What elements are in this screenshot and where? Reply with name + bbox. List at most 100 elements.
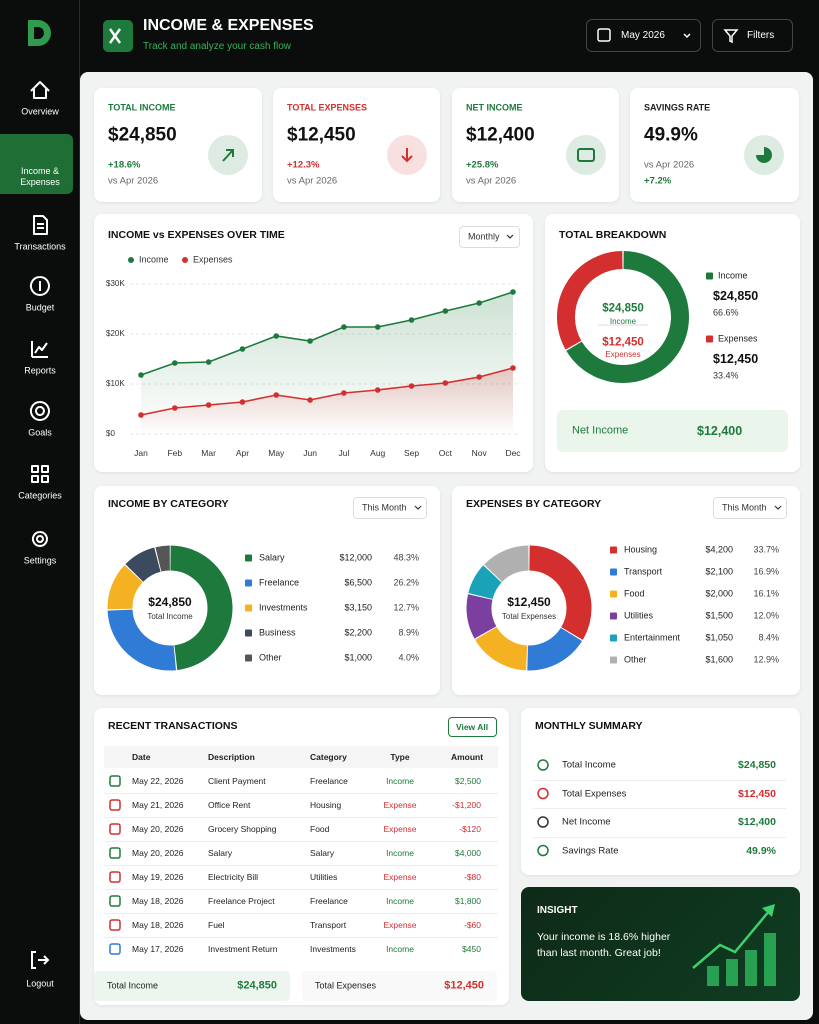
table-cell: Income: [386, 847, 414, 858]
nav-label[interactable]: Transactions: [14, 241, 66, 252]
legend-amount: $2,100: [705, 566, 733, 577]
table-cell: Expense: [383, 823, 417, 834]
legend-amount: $1,600: [705, 654, 733, 665]
nav-icon: [33, 215, 48, 235]
filters-button[interactable]: [712, 19, 793, 52]
data-point: [239, 346, 246, 352]
nav-label[interactable]: Income & Expenses: [20, 166, 60, 187]
decor-bar: [745, 950, 757, 986]
insight-title: INSIGHT: [537, 905, 578, 916]
table-cell: Freelance: [310, 775, 348, 786]
nav-icon: [31, 465, 49, 483]
nav-label[interactable]: Logout: [26, 978, 54, 989]
legend-swatch: [610, 612, 617, 620]
row-icon: [109, 919, 121, 931]
excel-icon: [103, 20, 133, 52]
row-divider: [104, 865, 498, 866]
row-divider: [104, 913, 498, 914]
summary-value: 49.9%: [746, 844, 776, 857]
donut-segment: [557, 251, 623, 350]
row-divider: [104, 889, 498, 890]
kpi-label: NET INCOME: [466, 102, 523, 113]
legend-label: Housing: [624, 544, 658, 555]
table-cell: Freelance Project: [208, 895, 275, 906]
legend-amount: $3,150: [344, 602, 372, 613]
amount-cell: $2,500: [455, 775, 481, 786]
calendar-icon: [597, 28, 611, 42]
total-box: [302, 971, 497, 1001]
y-tick-label: $10K: [106, 379, 125, 388]
x-tick-label: Jun: [303, 447, 317, 458]
card-title: EXPENSES BY CATEGORY: [466, 497, 602, 510]
kpi-change: +18.6%: [108, 159, 141, 171]
card-title: RECENT TRANSACTIONS: [108, 719, 238, 732]
center-label: Total Expenses: [501, 612, 557, 621]
table-cell: May 18, 2026: [132, 919, 184, 930]
legend-percent: 48.3%: [393, 552, 419, 563]
center-amount: $24,850: [148, 595, 192, 609]
data-point: [307, 338, 313, 344]
nav-label[interactable]: Goals: [28, 427, 52, 438]
table-cell: Client Payment: [208, 775, 266, 786]
legend-label: Expenses: [718, 333, 758, 344]
data-point: [205, 402, 212, 408]
legend-percent: 12.9%: [753, 654, 779, 665]
decor-bar: [726, 959, 738, 986]
summary-label: Total Income: [562, 759, 616, 771]
card-title: TOTAL BREAKDOWN: [559, 228, 667, 241]
table-cell: Income: [386, 775, 414, 786]
nav-label[interactable]: Reports: [24, 365, 56, 376]
view-all-button[interactable]: [448, 717, 497, 737]
filters-label: Filters: [747, 30, 775, 41]
column-header: Description: [208, 751, 255, 762]
nav-icon: [29, 401, 50, 421]
x-tick-label: Jul: [338, 447, 350, 458]
data-point: [510, 365, 516, 371]
dropdown[interactable]: [459, 226, 520, 248]
legend-percent: 26.2%: [393, 577, 419, 588]
donut-segment: [468, 565, 502, 600]
nav-label[interactable]: Overview: [21, 106, 59, 117]
total-label: Total Income: [107, 980, 159, 991]
card-title: INCOME BY CATEGORY: [108, 497, 229, 510]
chevron: [774, 505, 782, 510]
donut-segment: [155, 545, 171, 572]
dropdown[interactable]: [713, 497, 787, 519]
kpi-compare: vs Apr 2026: [644, 159, 695, 171]
data-point: [476, 300, 482, 306]
legend-label: Transport: [624, 566, 663, 577]
card: [521, 708, 800, 875]
period-button[interactable]: [586, 19, 701, 52]
amount-cell: $1,800: [455, 895, 481, 906]
summary-icon: [537, 816, 549, 828]
row-icon: [109, 823, 121, 835]
row-icon: [109, 847, 121, 859]
kpi-value: 49.9%: [644, 124, 698, 146]
nav-label[interactable]: Settings: [23, 555, 57, 566]
excel-x: [108, 28, 122, 44]
legend-label: Investments: [259, 602, 308, 613]
page-subtitle: Track and analyze your cash flow: [143, 41, 292, 52]
table-cell: Income: [386, 943, 414, 954]
row-icon: [109, 895, 121, 907]
kpi-change: +25.8%: [466, 159, 499, 171]
dropdown[interactable]: [353, 497, 427, 519]
center-label: Income: [609, 317, 637, 326]
x-tick-label: May: [268, 447, 285, 458]
summary-label: Total Expenses: [562, 787, 627, 799]
card-title: INCOME vs EXPENSES OVER TIME: [108, 228, 285, 241]
donut-segment: [169, 545, 233, 671]
legend-amount: $6,500: [344, 577, 372, 588]
legend-swatch: [610, 568, 617, 576]
legend-amount: $24,850: [713, 288, 759, 303]
x-tick-label: Jan: [134, 447, 148, 458]
data-point: [374, 387, 381, 393]
nav-label[interactable]: Budget: [25, 302, 55, 313]
nav-label[interactable]: Categories: [18, 490, 62, 501]
table-cell: Grocery Shopping: [208, 823, 277, 834]
kpi-label: SAVINGS RATE: [644, 102, 711, 113]
summary-icon: [537, 759, 549, 771]
kpi-change: +12.3%: [287, 159, 320, 171]
data-point: [341, 324, 347, 330]
kpi-value: $12,450: [287, 124, 356, 146]
